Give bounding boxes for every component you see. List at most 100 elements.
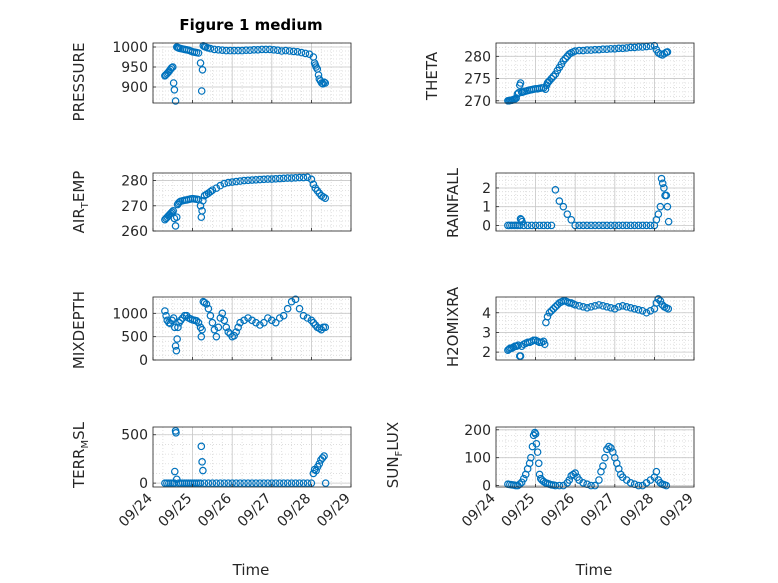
- data-point-h2omixra: [509, 343, 518, 352]
- data-point-air-temp: [244, 176, 252, 185]
- ytick-label-h2omixra: 4: [482, 306, 491, 322]
- data-point-pressure: [170, 86, 179, 94]
- data-point-h2omixra: [642, 308, 651, 317]
- data-point-rainfall: [518, 217, 526, 226]
- ylabel-terr-msl: TERRMSL: [70, 421, 91, 489]
- data-point-air-temp: [260, 175, 268, 184]
- data-point-mixdepth: [202, 300, 211, 308]
- data-point-rainfall: [657, 174, 666, 183]
- data-point-sun-flux: [532, 439, 541, 448]
- data-point-sun-flux: [587, 481, 595, 490]
- data-point-rainfall: [638, 221, 647, 230]
- xtick-label: 09/25: [499, 491, 539, 531]
- data-point-pressure: [238, 46, 246, 55]
- data-point-mixdepth: [200, 298, 209, 307]
- data-point-theta: [618, 44, 627, 53]
- data-point-theta: [579, 46, 587, 55]
- data-point-mixdepth: [244, 314, 252, 322]
- data-point-terr-msl: [212, 479, 221, 487]
- ylabel-sun-flux: SUNFLUX: [384, 422, 405, 488]
- data-point-sun-flux: [539, 477, 548, 486]
- xlabel-right: Time: [575, 561, 613, 579]
- data-point-terr-msl: [312, 466, 320, 475]
- ytick-label-terr-msl: 500: [121, 428, 148, 444]
- data-point-rainfall: [603, 221, 611, 230]
- data-point-terr-msl: [197, 442, 206, 451]
- data-point-mixdepth: [283, 304, 292, 313]
- data-point-mixdepth: [218, 309, 227, 318]
- xtick-label: 09/29: [314, 491, 354, 531]
- data-point-theta: [545, 76, 554, 85]
- data-point-mixdepth: [240, 316, 248, 325]
- data-point-rainfall: [626, 221, 635, 230]
- ytick-label-theta: 270: [464, 94, 491, 110]
- ytick-label-h2omixra: 2: [482, 345, 491, 361]
- data-point-mixdepth: [321, 323, 330, 332]
- data-point-pressure: [230, 46, 238, 55]
- data-point-pressure: [234, 46, 242, 55]
- data-point-theta: [650, 41, 659, 50]
- data-point-mixdepth: [174, 323, 182, 332]
- data-point-mixdepth: [236, 318, 244, 327]
- data-point-theta: [583, 46, 591, 54]
- data-point-pressure: [258, 45, 266, 54]
- data-point-terr-msl: [271, 479, 280, 487]
- data-point-terr-msl: [220, 479, 229, 487]
- xlabel-left: Time: [232, 561, 270, 579]
- data-point-rainfall: [630, 221, 639, 230]
- data-point-air-temp: [309, 180, 318, 189]
- data-point-sun-flux: [517, 478, 526, 487]
- data-point-rainfall: [563, 210, 572, 218]
- data-point-mixdepth: [291, 295, 300, 304]
- data-point-air-temp: [295, 173, 304, 182]
- data-point-terr-msl: [196, 479, 205, 487]
- data-point-sun-flux: [531, 430, 540, 438]
- ytick-label-pressure: 900: [121, 80, 148, 96]
- subplot-air-temp: 260 270 280 AIRTEMP: [70, 171, 352, 240]
- data-point-theta: [591, 45, 599, 54]
- data-point-theta: [561, 54, 570, 63]
- data-point-air-temp: [303, 173, 312, 182]
- data-point-sun-flux: [599, 462, 607, 470]
- data-point-rainfall: [658, 179, 667, 188]
- subplot-pressure: 900 950 1000 PRESSURE: [70, 40, 352, 122]
- data-point-theta: [547, 74, 556, 83]
- data-point-h2omixra: [514, 341, 522, 350]
- data-point-air-temp: [279, 174, 288, 183]
- data-point-sun-flux: [571, 469, 580, 477]
- data-point-terr-msl: [320, 452, 328, 460]
- xtick-label: 09/28: [274, 491, 314, 531]
- subplot-sun-flux: 0 100 200 09/24 09/25 09/26 09/27 09/28 09/29 SU…: [384, 422, 697, 531]
- data-point-pressure: [196, 59, 205, 67]
- data-point-mixdepth: [212, 332, 221, 341]
- ytick-label-theta: 275: [464, 72, 491, 88]
- data-point-h2omixra: [599, 302, 607, 310]
- data-point-h2omixra: [622, 303, 631, 311]
- data-point-pressure: [321, 79, 330, 87]
- data-point-h2omixra: [634, 305, 643, 314]
- data-point-theta: [599, 45, 607, 54]
- data-point-sun-flux: [583, 480, 591, 489]
- data-point-pressure: [293, 47, 302, 56]
- data-point-mixdepth: [275, 314, 284, 322]
- data-point-theta: [638, 43, 647, 51]
- ytick-label-rainfall: 0: [482, 218, 491, 234]
- data-point-terr-msl: [260, 479, 268, 487]
- axes-box-terr-msl: [152, 426, 352, 488]
- data-point-terr-msl: [291, 479, 300, 487]
- data-point-sun-flux: [565, 476, 574, 484]
- data-point-terr-msl: [256, 479, 264, 487]
- data-point-terr-msl: [240, 479, 248, 487]
- data-point-rainfall: [599, 221, 607, 230]
- data-point-mixdepth: [173, 335, 181, 343]
- data-point-terr-msl: [264, 479, 272, 487]
- data-point-pressure: [250, 45, 258, 54]
- data-point-pressure: [198, 66, 207, 74]
- ylabel-pressure: PRESSURE: [70, 43, 88, 122]
- data-point-sun-flux: [519, 474, 528, 483]
- data-point-theta: [543, 79, 552, 87]
- data-point-sun-flux: [579, 479, 587, 487]
- data-point-mixdepth: [271, 318, 280, 327]
- data-point-sun-flux: [662, 481, 671, 490]
